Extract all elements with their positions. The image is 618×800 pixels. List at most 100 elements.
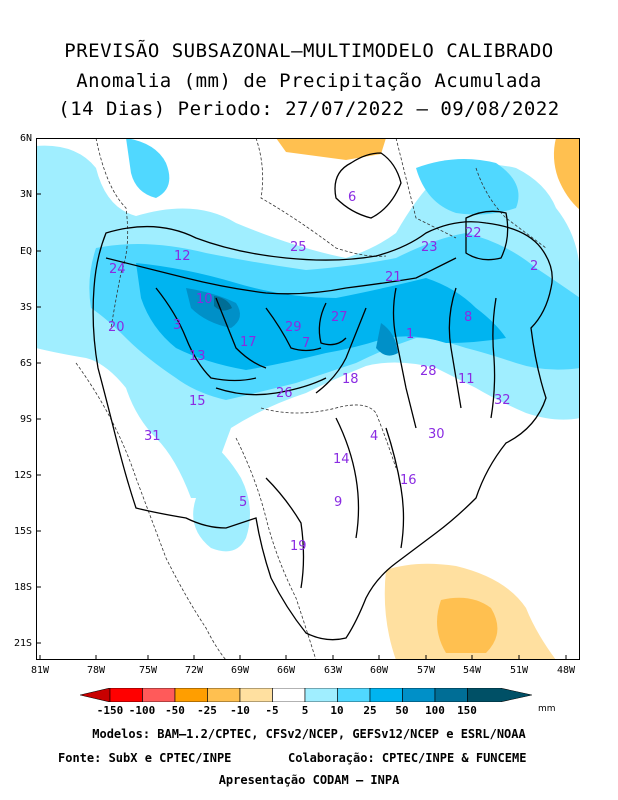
colorbar-segment	[434, 688, 468, 702]
basin-label: 9	[334, 495, 342, 510]
country-border	[260, 404, 397, 469]
colorbar-label: 100	[425, 704, 445, 717]
lat-label: 21S	[13, 638, 32, 649]
colorbar-label: 10	[330, 704, 344, 717]
dry-anomaly-area	[553, 138, 580, 210]
footer-models: Modelos: BAM–1.2/CPTEC, CFSv2/NCEP, GEFS…	[92, 727, 526, 741]
colorbar-label: 50	[395, 704, 409, 717]
basin-label: 18	[342, 372, 359, 387]
basin-label: 8	[464, 310, 472, 325]
basin-boundary	[334, 152, 402, 219]
footer-collaboration: Colaboração: CPTEC/INPE & FUNCEME	[288, 751, 527, 765]
basin-label: 27	[331, 310, 348, 325]
wet-anomaly-area	[416, 159, 519, 215]
lon-label: 69W	[230, 665, 250, 676]
basin-boundary	[155, 287, 257, 382]
basin-label: 17	[240, 335, 257, 350]
colorbar-label: -100	[128, 704, 156, 717]
basin-label: 21	[385, 270, 402, 285]
lat-label: 6N	[19, 133, 32, 144]
lat-label: 12S	[13, 470, 32, 481]
lon-label: 54W	[462, 665, 482, 676]
basin-label: 13	[189, 349, 206, 364]
basin-label: 31	[144, 429, 161, 444]
colorbar-segment	[80, 688, 111, 702]
colorbar-segment	[239, 688, 273, 702]
colorbar-segment	[142, 688, 176, 702]
basin-boundary	[215, 297, 267, 369]
lat-label: 18S	[13, 582, 32, 593]
colorbar-segment	[109, 688, 143, 702]
colorbar-segment	[304, 688, 338, 702]
lon-label: 75W	[138, 665, 158, 676]
lon-label: 78W	[86, 665, 106, 676]
basin-label: 15	[189, 394, 206, 409]
colorbar-unit: mm	[538, 704, 556, 714]
lat-label: 15S	[13, 526, 32, 537]
basin-label: 32	[494, 393, 511, 408]
country-border	[475, 167, 547, 249]
basin-boundary	[465, 210, 509, 261]
lat-label: EQ	[19, 246, 32, 257]
wet-anomaly-area	[191, 438, 250, 552]
basin-label: 26	[276, 386, 293, 401]
basin-boundary	[315, 307, 367, 394]
colorbar-label: 150	[457, 704, 477, 717]
lat-label: 3S	[19, 302, 32, 313]
wet-anomaly-area	[186, 288, 240, 328]
lon-label: 48W	[556, 665, 576, 676]
basin-label: 6	[348, 190, 356, 205]
colorbar-label: 5	[301, 704, 309, 717]
country-border	[235, 437, 317, 660]
precipitation-anomaly-map: 1 2 3 4 5 6 7 8 9 10 11 12 13 14 15 16 1…	[36, 138, 580, 660]
lon-label: 72W	[184, 665, 204, 676]
basin-boundary	[490, 297, 497, 419]
country-border	[395, 138, 457, 239]
basin-label: 2	[530, 259, 538, 274]
basin-boundary	[265, 307, 322, 352]
colorbar-segment	[174, 688, 208, 702]
dry-anomaly-area	[437, 597, 498, 653]
lon-label: 60W	[369, 665, 389, 676]
basin-label: 22	[465, 226, 482, 241]
wet-anomaly-area	[376, 323, 398, 356]
wet-anomaly-area	[214, 296, 232, 311]
basin-label: 11	[458, 372, 475, 387]
wet-anomaly-area	[126, 138, 170, 198]
colorbar-segment	[272, 688, 306, 702]
basin-label: 24	[109, 262, 126, 277]
basin-label: 10	[196, 292, 213, 307]
lat-label: 6S	[19, 358, 32, 369]
colorbar-label: -50	[165, 704, 185, 717]
colorbar-label: 25	[363, 704, 377, 717]
basin-label: 3	[173, 318, 181, 333]
basin-label: 20	[108, 320, 125, 335]
basin-boundary	[385, 427, 405, 549]
basin-label: 28	[420, 364, 437, 379]
colorbar-segment	[207, 688, 241, 702]
basin-label: 5	[239, 495, 247, 510]
basin-boundary	[265, 477, 305, 589]
colorbar-segment	[467, 688, 532, 702]
basin-label: 19	[290, 539, 307, 554]
basin-boundary	[215, 377, 327, 396]
basin-boundary	[335, 417, 360, 539]
colorbar	[80, 688, 532, 702]
basin-label: 30	[428, 427, 445, 442]
basin-label: 25	[290, 240, 307, 255]
lon-label: 57W	[416, 665, 436, 676]
lat-label: 9S	[19, 414, 32, 425]
footer-source: Fonte: SubX e CPTEC/INPE	[58, 751, 232, 765]
colorbar-segment	[337, 688, 371, 702]
title-line-3: (14 Dias) Periodo: 27/07/2022 – 09/08/20…	[58, 98, 560, 120]
colorbar-segment	[402, 688, 436, 702]
dry-anomaly-area	[276, 138, 386, 160]
lon-label: 51W	[509, 665, 529, 676]
basin-label: 7	[302, 336, 310, 351]
basin-boundary	[392, 287, 417, 429]
country-border	[75, 362, 227, 660]
country-border	[95, 138, 129, 329]
basin-label: 14	[333, 452, 350, 467]
basin-label: 23	[421, 240, 438, 255]
basin-label: 29	[285, 320, 302, 335]
